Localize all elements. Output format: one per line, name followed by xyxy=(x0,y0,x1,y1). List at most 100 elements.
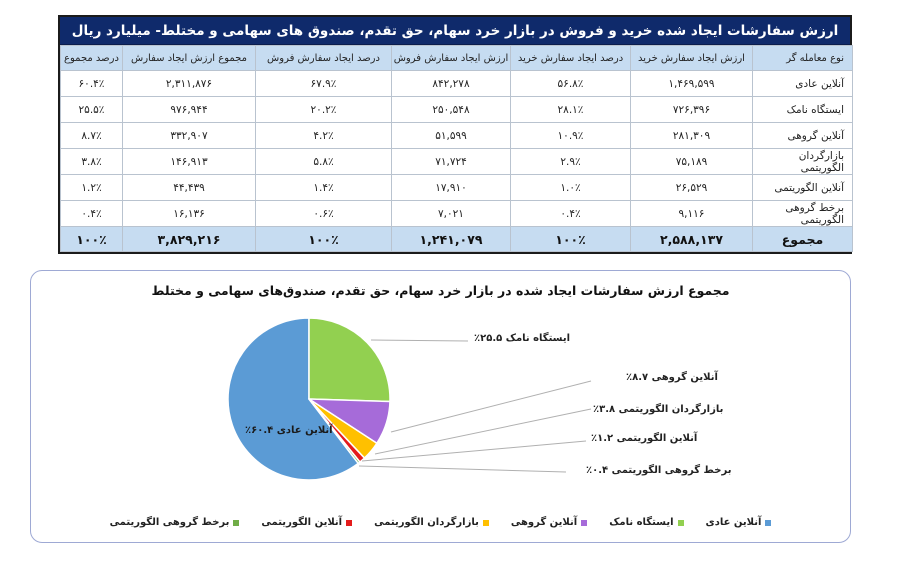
legend-swatch-icon xyxy=(765,519,772,526)
table-row: برخط گروهی الگوریتمی ۹,۱۱۶ ۰.۴٪ ۷,۰۲۱ ۰.… xyxy=(60,200,853,227)
cell-trader-type: برخط گروهی الگوریتمی xyxy=(752,200,853,227)
table-total-row: مجموع ۲,۵۸۸,۱۳۷ ۱۰۰٪ ۱,۲۴۱,۰۷۹ ۱۰۰٪ ۳,۸۲… xyxy=(60,226,853,252)
table-header-row: نوع معامله گر ارزش ایجاد سفارش خرید درصد… xyxy=(60,45,853,71)
cell-total-sell-percent: ۱۰۰٪ xyxy=(255,226,392,252)
cell-sell-percent: ۰.۶٪ xyxy=(255,200,392,227)
legend-item-online-normal: آنلاین عادی xyxy=(706,517,772,528)
cell-buy-value: ۲۶,۵۲۹ xyxy=(630,174,753,201)
cell-buy-percent: ۰.۴٪ xyxy=(510,200,631,227)
legend-item-market-maker: بازارگردان الگوریتمی xyxy=(374,517,489,528)
cell-buy-value: ۷۵,۱۸۹ xyxy=(630,148,753,175)
cell-total-value: ۱۶,۱۳۶ xyxy=(122,200,256,227)
cell-total-percent: ۱.۲٪ xyxy=(60,174,123,201)
data-table: نوع معامله گر ارزش ایجاد سفارش خرید درصد… xyxy=(60,45,853,252)
data-label-market-maker: بازارگردان الگوریتمی ۳.۸٪ xyxy=(593,404,724,415)
pie-chart xyxy=(227,317,592,481)
table-title: ارزش سفارشات ایجاد شده خرید و فروش در با… xyxy=(60,17,850,45)
legend-swatch-icon xyxy=(233,519,240,526)
data-label-group-algo: برخط گروهی الگوریتمی ۰.۴٪ xyxy=(586,465,732,476)
column-header-total-percent: درصد مجموع xyxy=(60,45,123,71)
pie-slice-group-algo xyxy=(308,398,361,465)
cell-total-buy-percent: ۱۰۰٪ xyxy=(510,226,631,252)
cell-trader-type: آنلاین الگوریتمی xyxy=(752,174,853,201)
legend-label: آنلاین الگوریتمی xyxy=(261,517,343,528)
leader-line-market-maker xyxy=(374,408,592,455)
leader-line-online-group xyxy=(390,380,592,433)
data-label-online-group: آنلاین گروهی ۸.۷٪ xyxy=(626,372,718,383)
chart-title: مجموع ارزش سفارشات ایجاد شده در بازار خر… xyxy=(151,283,730,298)
cell-total-sell-value: ۱,۲۴۱,۰۷۹ xyxy=(391,226,511,252)
cell-trader-type: ایستگاه نامک xyxy=(752,96,853,123)
legend-item-namak: ایستگاه نامک xyxy=(609,517,684,528)
cell-grand-total-percent: ۱۰۰٪ xyxy=(60,226,123,252)
legend-item-group-algo: برخط گروهی الگوریتمی xyxy=(110,517,240,528)
legend-label: ایستگاه نامک xyxy=(609,517,674,528)
table-row: آنلاین عادی ۱,۴۶۹,۵۹۹ ۵۶.۸٪ ۸۴۲,۲۷۸ ۶۷.۹… xyxy=(60,70,853,97)
cell-sell-value: ۲۵۰,۵۴۸ xyxy=(391,96,511,123)
cell-total-buy-value: ۲,۵۸۸,۱۳۷ xyxy=(630,226,753,252)
data-label-online-normal: آنلاین عادی ۶۰.۴٪ xyxy=(245,425,333,436)
cell-buy-value: ۲۸۱,۳۰۹ xyxy=(630,122,753,149)
pie-slice-online-normal xyxy=(227,317,359,481)
chart-legend: آنلاین عادی ایستگاه نامک آنلاین گروهی با… xyxy=(31,517,850,528)
cell-buy-percent: ۲.۹٪ xyxy=(510,148,631,175)
legend-label: آنلاین عادی xyxy=(705,517,762,528)
cell-total-percent: ۳.۸٪ xyxy=(60,148,123,175)
leader-line-online-algo xyxy=(361,440,587,462)
cell-buy-percent: ۵۶.۸٪ xyxy=(510,70,631,97)
cell-buy-value: ۷۲۶,۳۹۶ xyxy=(630,96,753,123)
legend-swatch-icon xyxy=(677,519,684,526)
cell-sell-percent: ۴.۲٪ xyxy=(255,122,392,149)
table-row: آنلاین گروهی ۲۸۱,۳۰۹ ۱۰.۹٪ ۵۱,۵۹۹ ۴.۲٪ ۳… xyxy=(60,122,853,149)
cell-total-percent: ۲۵.۵٪ xyxy=(60,96,123,123)
orders-value-table: ارزش سفارشات ایجاد شده خرید و فروش در با… xyxy=(58,15,853,254)
data-label-namak: ایستگاه نامک ۲۵.۵٪ xyxy=(474,333,571,344)
cell-sell-value: ۵۱,۵۹۹ xyxy=(391,122,511,149)
cell-total-value: ۴۴,۴۳۹ xyxy=(122,174,256,201)
column-header-buy-value: ارزش ایجاد سفارش خرید xyxy=(630,45,753,71)
legend-item-online-group: آنلاین گروهی xyxy=(510,517,588,528)
legend-swatch-icon xyxy=(482,519,489,526)
cell-trader-type: بازارگردان الگوریتمی xyxy=(752,148,853,175)
table-row: بازارگردان الگوریتمی ۷۵,۱۸۹ ۲.۹٪ ۷۱,۷۲۴ … xyxy=(60,148,853,175)
cell-buy-percent: ۱۰.۹٪ xyxy=(510,122,631,149)
cell-buy-value: ۹,۱۱۶ xyxy=(630,200,753,227)
legend-swatch-icon xyxy=(581,519,588,526)
cell-sell-percent: ۲۰.۲٪ xyxy=(255,96,392,123)
table-row: ایستگاه نامک ۷۲۶,۳۹۶ ۲۸.۱٪ ۲۵۰,۵۴۸ ۲۰.۲٪… xyxy=(60,96,853,123)
cell-sell-value: ۸۴۲,۲۷۸ xyxy=(391,70,511,97)
cell-trader-type: آنلاین گروهی xyxy=(752,122,853,149)
legend-label: آنلاین گروهی xyxy=(510,517,578,528)
cell-total-percent: ۸.۷٪ xyxy=(60,122,123,149)
cell-trader-type: آنلاین عادی xyxy=(752,70,853,97)
cell-sell-value: ۱۷,۹۱۰ xyxy=(391,174,511,201)
legend-swatch-icon xyxy=(346,519,353,526)
cell-total-percent: ۶۰.۴٪ xyxy=(60,70,123,97)
cell-buy-value: ۱,۴۶۹,۵۹۹ xyxy=(630,70,753,97)
cell-sell-value: ۷,۰۲۱ xyxy=(391,200,511,227)
column-header-buy-percent: درصد ایجاد سفارش خرید xyxy=(510,45,631,71)
cell-total-label: مجموع xyxy=(752,226,853,252)
cell-sell-percent: ۱.۴٪ xyxy=(255,174,392,201)
cell-total-percent: ۰.۴٪ xyxy=(60,200,123,227)
leader-line-namak xyxy=(370,339,469,342)
cell-sell-percent: ۶۷.۹٪ xyxy=(255,70,392,97)
column-header-sell-value: ارزش ایجاد سفارش فروش xyxy=(391,45,511,71)
pie-slice-namak xyxy=(308,317,391,403)
column-header-total-value: مجموع ارزش ایجاد سفارش xyxy=(122,45,256,71)
cell-buy-percent: ۲۸.۱٪ xyxy=(510,96,631,123)
table-row: آنلاین الگوریتمی ۲۶,۵۲۹ ۱.۰٪ ۱۷,۹۱۰ ۱.۴٪… xyxy=(60,174,853,201)
cell-total-value: ۳۳۲,۹۰۷ xyxy=(122,122,256,149)
leader-line-group-algo xyxy=(358,465,567,473)
cell-total-value: ۱۴۶,۹۱۳ xyxy=(122,148,256,175)
legend-item-online-algo: آنلاین الگوریتمی xyxy=(261,517,353,528)
legend-label: بازارگردان الگوریتمی xyxy=(374,517,479,528)
cell-sell-value: ۷۱,۷۲۴ xyxy=(391,148,511,175)
column-header-trader-type: نوع معامله گر xyxy=(752,45,853,71)
column-header-sell-percent: درصد ایجاد سفارش فروش xyxy=(255,45,392,71)
data-label-online-algo: آنلاین الگوریتمی ۱.۲٪ xyxy=(591,433,698,444)
legend-label: برخط گروهی الگوریتمی xyxy=(109,517,230,528)
pie-chart-card: مجموع ارزش سفارشات ایجاد شده در بازار خر… xyxy=(30,270,851,543)
cell-sell-percent: ۵.۸٪ xyxy=(255,148,392,175)
cell-buy-percent: ۱.۰٪ xyxy=(510,174,631,201)
